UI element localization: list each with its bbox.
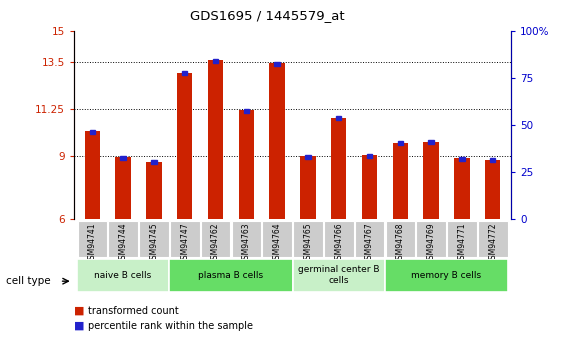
Bar — [305, 155, 311, 159]
FancyBboxPatch shape — [416, 221, 446, 257]
Bar — [454, 158, 470, 219]
Text: GSM94745: GSM94745 — [149, 223, 158, 264]
FancyBboxPatch shape — [293, 259, 385, 292]
FancyBboxPatch shape — [169, 259, 293, 292]
FancyBboxPatch shape — [447, 221, 477, 257]
Bar — [213, 59, 218, 62]
Text: ■: ■ — [74, 306, 84, 315]
Bar — [367, 154, 372, 158]
Bar — [182, 71, 187, 75]
FancyBboxPatch shape — [324, 221, 353, 257]
Text: GSM94763: GSM94763 — [242, 223, 251, 264]
Bar — [423, 142, 439, 219]
Bar — [274, 62, 280, 66]
Text: GSM94771: GSM94771 — [457, 223, 466, 264]
Bar — [208, 60, 223, 219]
Text: GDS1695 / 1445579_at: GDS1695 / 1445579_at — [190, 9, 344, 22]
Text: germinal center B
cells: germinal center B cells — [298, 265, 379, 285]
FancyBboxPatch shape — [293, 221, 323, 257]
FancyBboxPatch shape — [262, 221, 292, 257]
Bar — [120, 156, 126, 160]
Text: GSM94767: GSM94767 — [365, 223, 374, 264]
FancyBboxPatch shape — [78, 221, 107, 257]
Bar — [362, 155, 377, 219]
Text: GSM94768: GSM94768 — [396, 223, 405, 264]
Text: memory B cells: memory B cells — [411, 270, 482, 280]
Text: transformed count: transformed count — [88, 306, 179, 315]
Bar — [459, 157, 465, 161]
Text: GSM94744: GSM94744 — [119, 223, 128, 264]
Bar — [398, 141, 403, 145]
Text: GSM94764: GSM94764 — [273, 223, 282, 264]
Bar — [177, 73, 193, 219]
Text: ■: ■ — [74, 321, 84, 331]
Text: GSM94747: GSM94747 — [180, 223, 189, 264]
Bar — [90, 130, 95, 134]
Bar — [331, 118, 346, 219]
Text: plasma B cells: plasma B cells — [198, 270, 264, 280]
Text: GSM94766: GSM94766 — [334, 223, 343, 264]
Text: GSM94772: GSM94772 — [488, 223, 497, 264]
Bar — [490, 158, 495, 162]
FancyBboxPatch shape — [386, 221, 415, 257]
FancyBboxPatch shape — [201, 221, 230, 257]
FancyBboxPatch shape — [170, 221, 199, 257]
FancyBboxPatch shape — [478, 221, 507, 257]
Bar — [269, 63, 285, 219]
Text: GSM94762: GSM94762 — [211, 223, 220, 264]
Text: GSM94769: GSM94769 — [427, 223, 436, 264]
Bar — [336, 116, 341, 120]
FancyBboxPatch shape — [385, 259, 508, 292]
FancyBboxPatch shape — [108, 221, 138, 257]
Bar — [244, 109, 249, 113]
Bar — [239, 110, 254, 219]
FancyBboxPatch shape — [232, 221, 261, 257]
Text: naive B cells: naive B cells — [94, 270, 152, 280]
FancyBboxPatch shape — [355, 221, 385, 257]
Bar — [151, 160, 157, 164]
Bar — [115, 157, 131, 219]
Text: GSM94765: GSM94765 — [303, 223, 312, 264]
FancyBboxPatch shape — [139, 221, 169, 257]
Text: percentile rank within the sample: percentile rank within the sample — [88, 321, 253, 331]
Bar — [428, 140, 434, 144]
Bar — [146, 161, 162, 219]
Text: GSM94741: GSM94741 — [88, 223, 97, 264]
Bar — [392, 143, 408, 219]
Bar — [485, 159, 500, 219]
Text: cell type: cell type — [6, 276, 51, 286]
Bar — [85, 131, 100, 219]
FancyBboxPatch shape — [77, 259, 169, 292]
Bar — [300, 156, 316, 219]
